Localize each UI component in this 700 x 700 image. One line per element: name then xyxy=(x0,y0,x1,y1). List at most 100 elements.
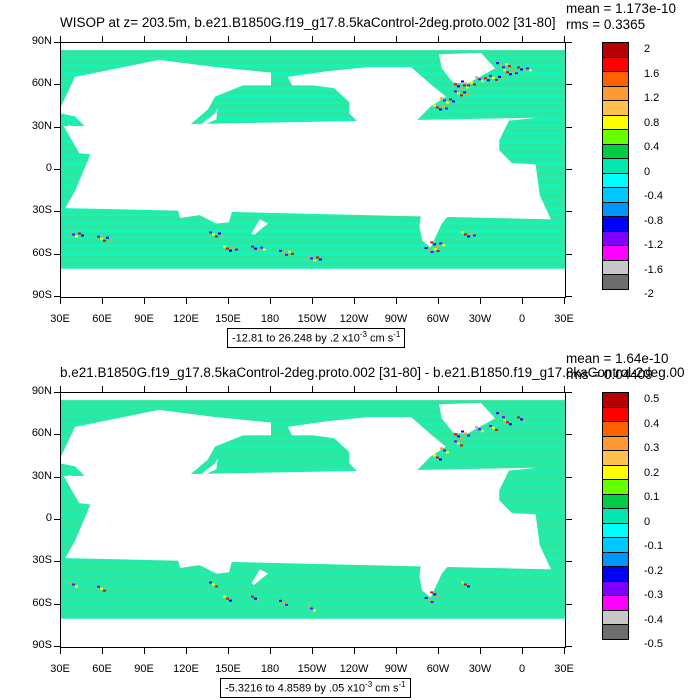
anomaly-speck xyxy=(526,67,529,70)
anomaly-speck xyxy=(520,418,523,421)
anomaly-speck xyxy=(72,233,75,236)
continent-shape xyxy=(114,137,143,159)
y-axis-tick xyxy=(566,392,572,393)
anomaly-speck xyxy=(457,435,460,438)
ocean-band xyxy=(61,221,565,225)
x-axis-tick xyxy=(438,36,439,42)
top-map-plot xyxy=(60,42,566,298)
x-axis-tick xyxy=(312,648,313,654)
anomaly-speck xyxy=(460,444,463,447)
y-axis-label: 0 xyxy=(45,512,52,524)
anomaly-speck xyxy=(506,71,509,74)
colorbar-label: -2 xyxy=(644,288,654,300)
anomaly-speck xyxy=(506,421,509,424)
anomaly-speck xyxy=(495,78,498,81)
anomaly-speck xyxy=(467,235,470,238)
anomaly-speck xyxy=(212,583,215,586)
anomaly-speck xyxy=(520,68,523,71)
ocean-band xyxy=(61,616,565,620)
colorbar-label: -0.4 xyxy=(644,613,663,626)
anomaly-speck xyxy=(307,255,310,258)
x-axis-tick xyxy=(480,298,481,304)
anomaly-speck xyxy=(226,247,229,250)
x-axis-label: 60W xyxy=(426,313,450,325)
anomaly-speck xyxy=(466,86,469,89)
anomaly-speck xyxy=(515,72,518,75)
anomaly-speck xyxy=(457,442,460,445)
continent-shape xyxy=(177,185,234,224)
continent-shape xyxy=(411,155,474,248)
anomaly-speck xyxy=(223,245,226,248)
colorbar-label: -0.2 xyxy=(644,564,663,577)
anomaly-speck xyxy=(452,100,455,103)
bottom-contour-info: -5.3216 to 4.8589 by .05 x10-3 cm s-1 xyxy=(220,678,411,698)
anomaly-speck xyxy=(69,231,72,234)
y-axis-tick xyxy=(566,211,572,213)
x-axis-tick xyxy=(312,386,313,392)
ocean-band xyxy=(61,451,565,454)
continent-shape xyxy=(251,569,269,585)
colorbar-swatch xyxy=(602,71,629,87)
ocean-band xyxy=(61,579,565,584)
anomaly-speck xyxy=(492,426,495,429)
y-axis-label: 30N xyxy=(31,469,52,482)
x-axis-tick xyxy=(144,36,145,42)
colorbar-label: 0.4 xyxy=(644,417,660,430)
x-axis-label: 30E xyxy=(50,313,70,325)
y-axis-tick xyxy=(54,211,60,213)
colorbar-swatch xyxy=(602,230,629,246)
anomaly-speck xyxy=(251,595,254,598)
colorbar-swatch xyxy=(602,421,629,437)
anomaly-speck xyxy=(492,76,495,79)
anomaly-speck xyxy=(481,430,484,433)
anomaly-speck xyxy=(291,252,294,255)
continent-shape xyxy=(68,474,101,502)
anomaly-speck xyxy=(467,84,470,87)
anomaly-speck xyxy=(470,81,473,84)
anomaly-speck xyxy=(439,242,443,245)
anomaly-speck xyxy=(463,91,466,94)
anomaly-speck xyxy=(503,419,506,422)
anomaly-speck xyxy=(460,87,463,90)
x-axis-tick xyxy=(270,36,271,42)
anomaly-speck xyxy=(433,454,436,457)
anomaly-speck xyxy=(433,248,437,251)
x-axis-tick xyxy=(396,36,397,42)
x-axis-tick xyxy=(312,298,313,304)
x-axis-tick xyxy=(228,386,229,392)
x-axis-tick xyxy=(102,298,103,304)
anomaly-speck xyxy=(470,232,473,235)
y-axis-label: 90S xyxy=(32,289,52,301)
anomaly-speck xyxy=(424,247,428,250)
colorbar-label: 0.2 xyxy=(644,466,660,479)
top-contour-info: -12.81 to 26.248 by .2 x10-3 cm s-1 xyxy=(227,328,406,348)
y-axis-tick xyxy=(566,296,572,297)
anomaly-speck xyxy=(75,235,78,238)
continent-shape xyxy=(439,52,495,84)
anomaly-speck xyxy=(487,79,490,82)
x-axis-tick xyxy=(102,386,103,392)
anomaly-speck xyxy=(478,428,481,431)
y-axis-label: 60S xyxy=(32,596,52,609)
anomaly-speck xyxy=(221,234,224,237)
anomaly-speck xyxy=(97,585,100,588)
x-axis-label: 150W xyxy=(297,663,327,675)
y-axis-label: 60N xyxy=(31,427,52,440)
x-axis-tick xyxy=(60,386,61,392)
colorbar-swatch xyxy=(602,609,629,625)
x-axis-tick xyxy=(564,298,565,304)
ocean-band xyxy=(61,214,565,217)
x-axis-tick xyxy=(480,648,481,654)
anomaly-speck xyxy=(433,593,437,596)
anomaly-speck xyxy=(464,82,467,85)
anomaly-speck xyxy=(454,433,457,436)
anomaly-speck xyxy=(523,420,526,423)
ocean-band xyxy=(61,251,565,256)
x-axis-label: 120E xyxy=(173,663,199,675)
anomaly-speck xyxy=(97,235,100,238)
anomaly-speck xyxy=(430,241,434,244)
anomaly-speck xyxy=(215,585,218,588)
x-axis-label: 150E xyxy=(215,663,241,675)
anomaly-speck xyxy=(502,416,505,419)
ocean-band xyxy=(61,601,565,606)
